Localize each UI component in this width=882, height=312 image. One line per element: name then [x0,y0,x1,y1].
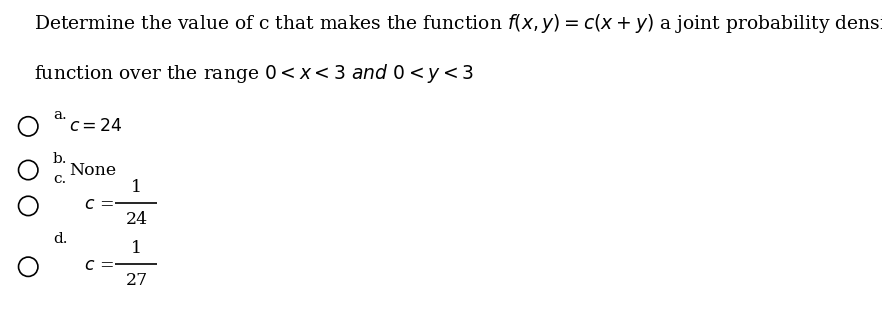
Text: 24: 24 [125,212,148,228]
Text: None: None [69,162,116,178]
Text: 1: 1 [131,179,142,196]
Text: a.: a. [53,108,67,122]
Text: 1: 1 [131,240,142,256]
Text: d.: d. [53,232,67,246]
Text: c.: c. [53,172,66,186]
Text: 27: 27 [125,272,148,289]
Text: $c$ =: $c$ = [84,257,114,274]
Text: function over the range $0 < x < 3$ $\mathit{and}$ $0 < y < 3$: function over the range $0 < x < 3$ $\ma… [34,62,474,85]
Text: $c = 24$: $c = 24$ [69,118,123,135]
Text: Determine the value of c that makes the function $f(x, y) = c(x + y)$ a joint pr: Determine the value of c that makes the … [34,12,882,36]
Text: b.: b. [53,152,67,166]
Text: $c$ =: $c$ = [84,196,114,213]
